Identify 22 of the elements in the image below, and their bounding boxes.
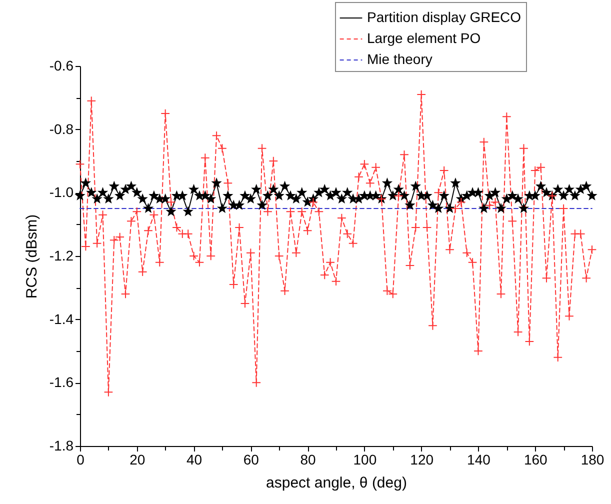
y-tick-label: -1.8 xyxy=(49,438,74,454)
legend-label: Partition display GRECO xyxy=(367,9,522,25)
y-tick-label: -1.0 xyxy=(49,184,74,200)
legend-label: Large element PO xyxy=(367,30,481,46)
y-tick-label: -1.6 xyxy=(49,374,74,390)
x-tick-label: 40 xyxy=(186,452,202,468)
x-tick-label: 60 xyxy=(243,452,260,468)
x-tick-label: 0 xyxy=(76,452,85,468)
x-tick-label: 120 xyxy=(410,452,434,468)
y-tick-label: -0.8 xyxy=(49,120,74,137)
legend-label: Mie theory xyxy=(367,51,432,67)
y-tick-label: -0.6 xyxy=(49,58,74,74)
x-tick-label: 180 xyxy=(580,452,604,468)
y-tick-label: -1.4 xyxy=(49,310,74,327)
y-tick-label: -1.2 xyxy=(49,248,74,264)
y-axis-title: RCS (dBsm) xyxy=(23,214,40,299)
x-tick-label: 100 xyxy=(353,452,377,468)
x-tick-label: 80 xyxy=(300,452,316,468)
x-axis-title: aspect angle, θ (deg) xyxy=(266,474,407,492)
x-tick-label: 20 xyxy=(130,452,146,468)
x-tick-label: 140 xyxy=(467,452,491,468)
x-tick-label: 160 xyxy=(524,452,548,468)
